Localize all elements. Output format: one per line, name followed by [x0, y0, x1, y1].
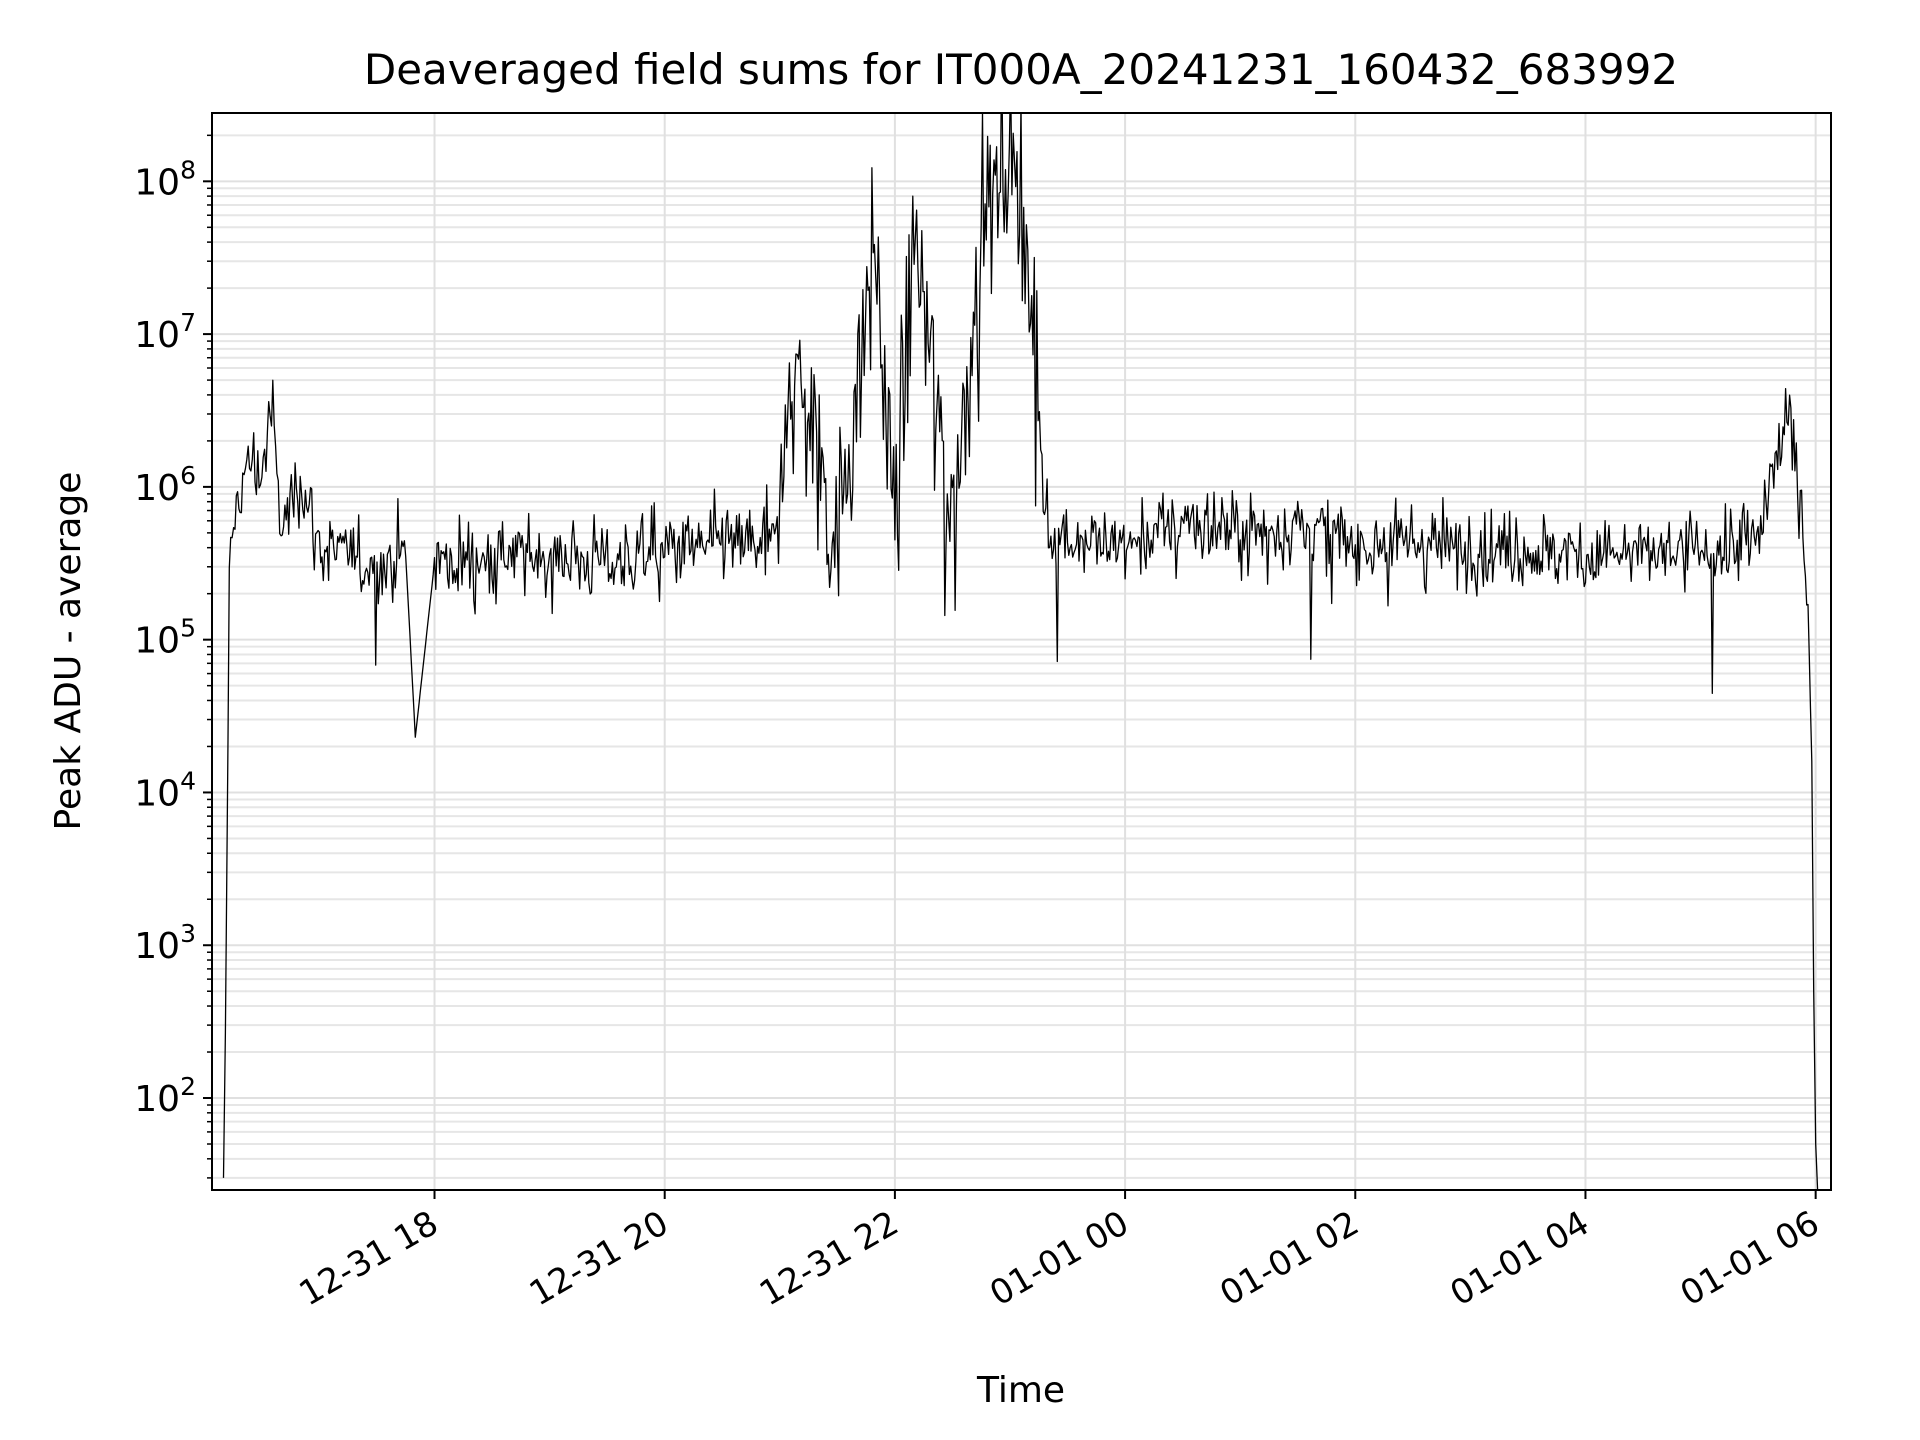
chart-title: Deaveraged field sums for IT000A_2024123…: [364, 45, 1678, 94]
y-tick-label: 107: [134, 308, 196, 356]
y-tick-label: 108: [134, 155, 196, 203]
y-tick-label: 103: [134, 919, 196, 967]
y-tick-label: 104: [134, 766, 196, 814]
grid: [212, 113, 1831, 1190]
y-tick-label: 106: [134, 461, 196, 509]
plot-area: [212, 113, 1831, 1190]
x-axis-label: Time: [976, 1370, 1065, 1411]
y-tick-label: 102: [134, 1072, 196, 1120]
y-axis-label: Peak ADU - average: [48, 472, 89, 831]
y-tick-label: 105: [134, 614, 196, 662]
plot-frame: [211, 112, 1832, 1191]
y-axis: 102 103 104 105 106 107 108: [134, 134, 212, 1179]
series-layer: [222, 113, 1819, 1190]
series-line: [222, 113, 1819, 1190]
